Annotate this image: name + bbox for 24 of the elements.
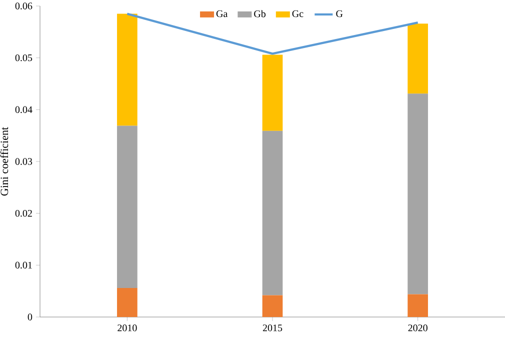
bar [117, 288, 138, 317]
bar [408, 94, 428, 294]
legend-label: Gb [254, 10, 266, 18]
legend-label: Gc [292, 10, 304, 18]
x-tick-label: 2020 [408, 324, 428, 332]
bar [262, 54, 283, 131]
bar [117, 14, 138, 126]
y-tick-label: 0.03 [15, 158, 32, 165]
bar [262, 295, 283, 317]
y-tick-label: 0.05 [15, 54, 32, 62]
y-tick-label: 0 [28, 314, 32, 320]
legend-label: G [336, 10, 343, 18]
x-tick-label: 2015 [262, 324, 282, 332]
y-tick-label: 0.01 [15, 262, 32, 269]
y-tick-label: 0.02 [15, 210, 32, 217]
legend-label: Ga [216, 10, 228, 18]
bar [408, 24, 428, 94]
y-tick-label: 0.04 [15, 106, 32, 114]
bar [117, 126, 138, 288]
y-axis-title: Gini coefficient [0, 126, 8, 196]
bar [408, 294, 428, 317]
y-tick-label: 0.06 [15, 2, 32, 10]
bar [262, 130, 283, 296]
x-tick-label: 2010 [118, 324, 137, 332]
